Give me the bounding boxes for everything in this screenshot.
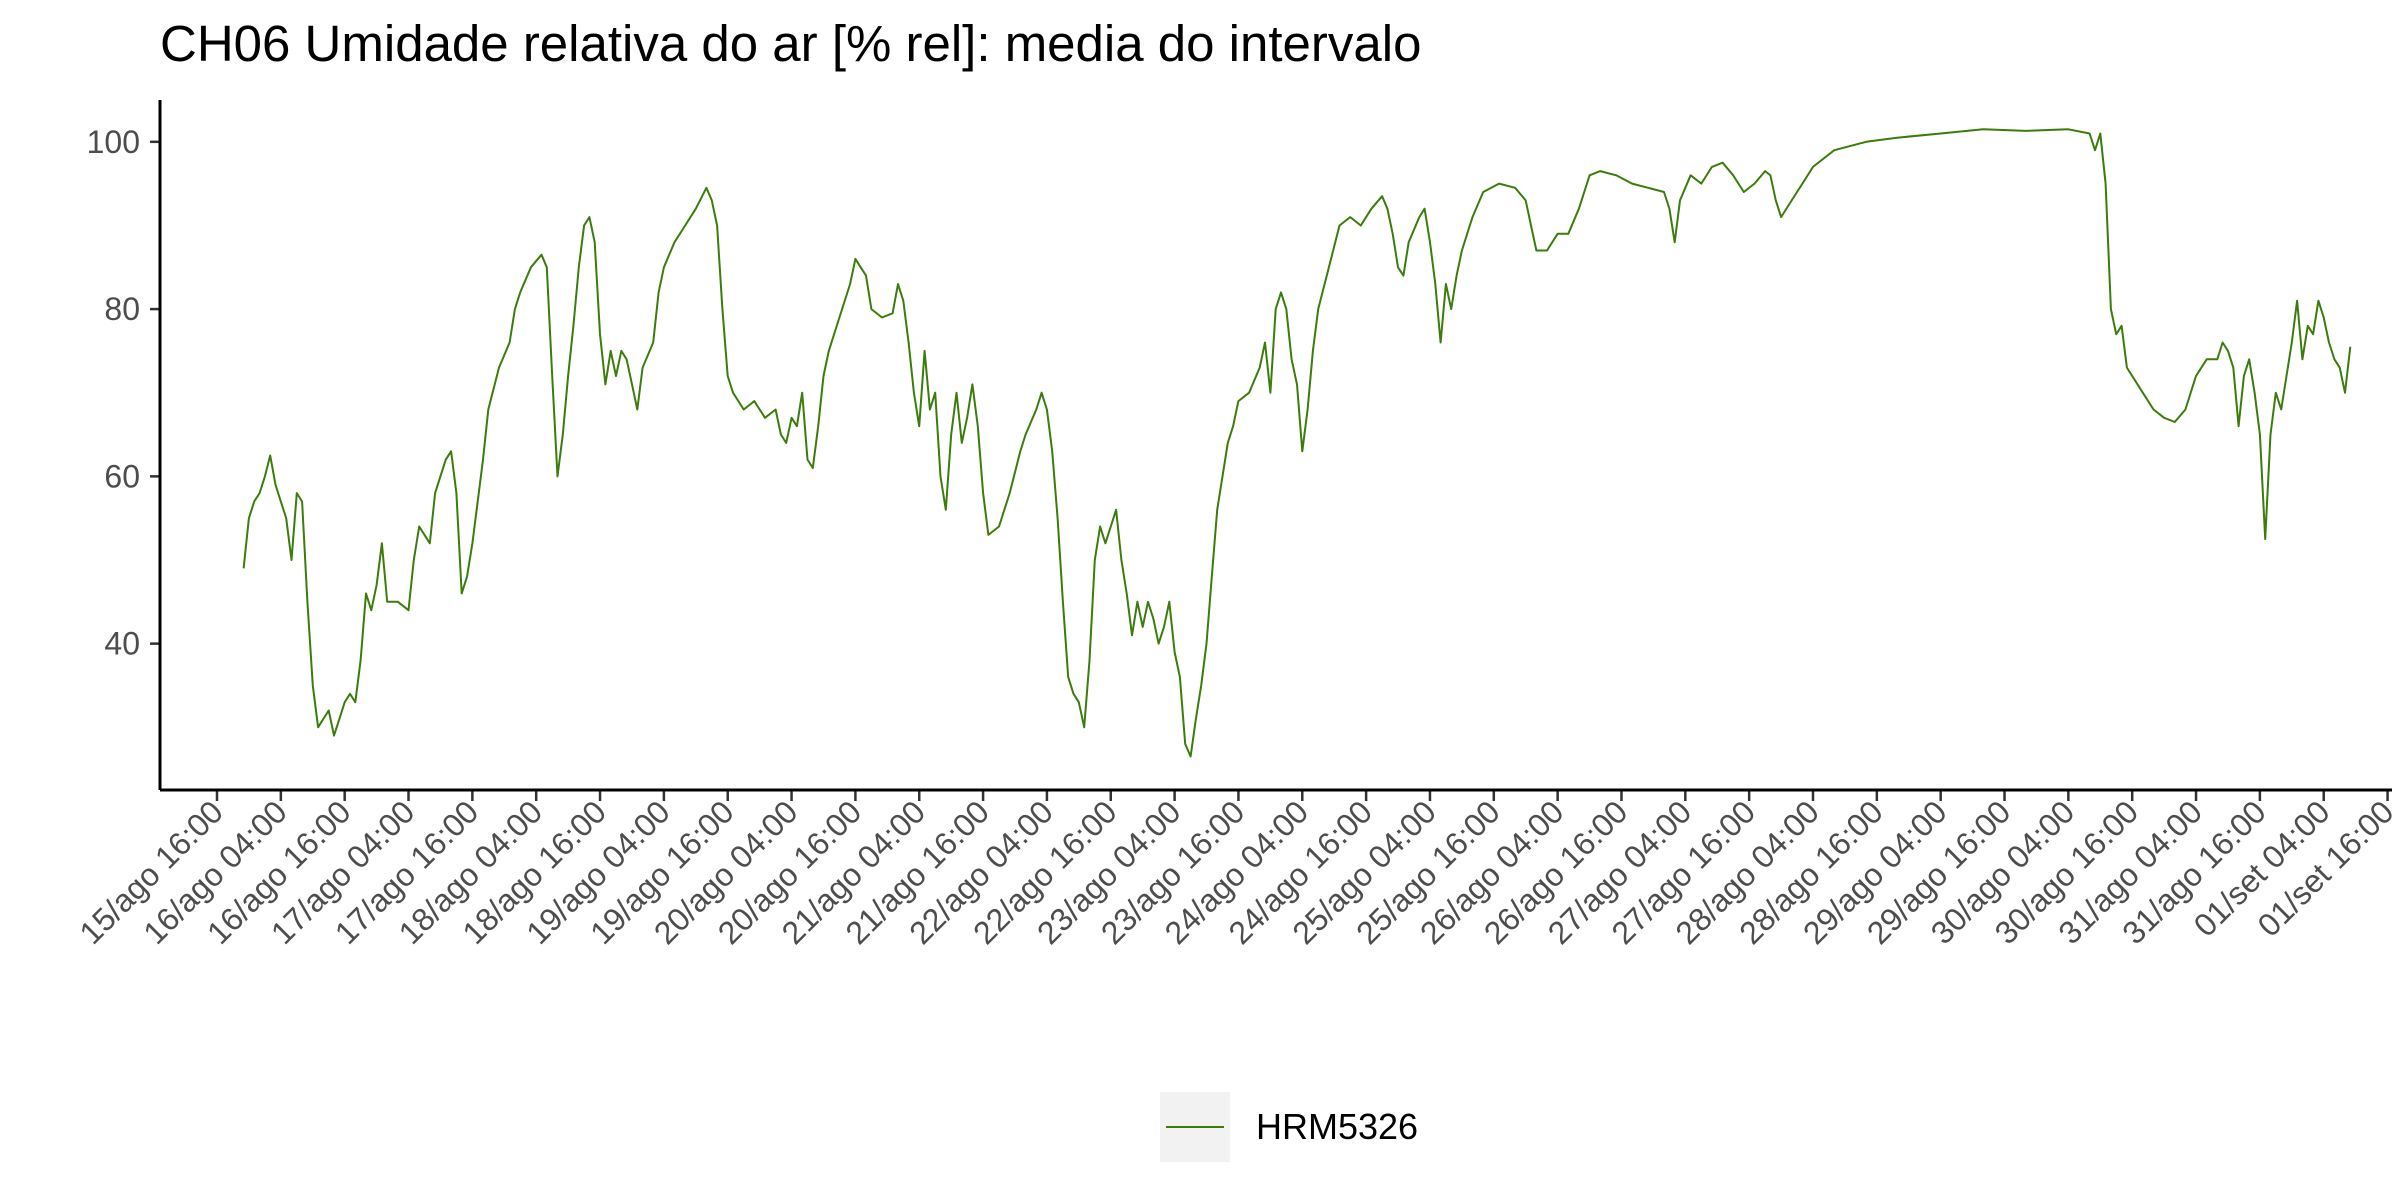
series-layer bbox=[242, 128, 2352, 758]
y-tick-label: 60 bbox=[104, 458, 140, 494]
series-line-hrm5326 bbox=[242, 128, 2352, 758]
y-tick-label: 40 bbox=[104, 626, 140, 662]
y-tick-label: 80 bbox=[104, 291, 140, 327]
legend-label: HRM5326 bbox=[1256, 1106, 1419, 1147]
chart-title: CH06 Umidade relativa do ar [% rel]: med… bbox=[160, 15, 1422, 72]
legend-key bbox=[1160, 1092, 1230, 1162]
legend-key-line bbox=[1166, 1126, 1224, 1128]
y-axis-ticks: 40 60 80 100 bbox=[87, 124, 160, 662]
legend: HRM5326 bbox=[1160, 1092, 1418, 1162]
y-tick-label: 100 bbox=[87, 124, 140, 160]
